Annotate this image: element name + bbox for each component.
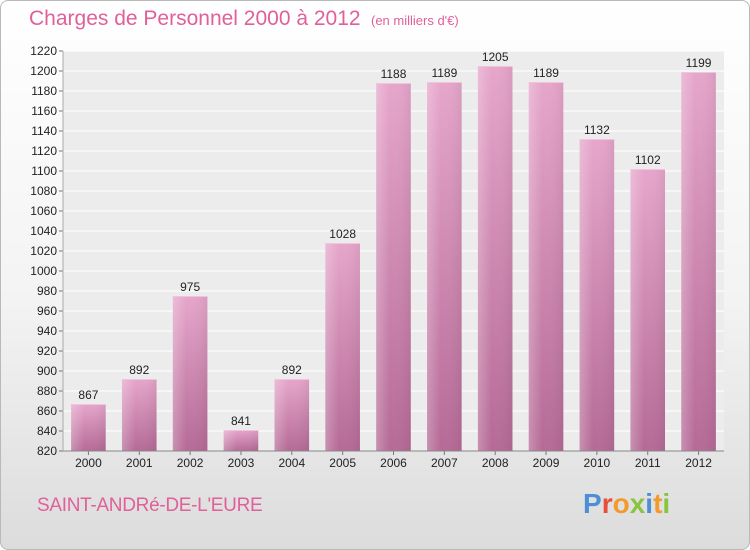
y-axis-ticks: 820 840 860 880 900 920 940 960 980 1000 1020 1040 1… (30, 44, 63, 458)
value-label-2008: 1205 (482, 50, 509, 64)
y-tick-label: 840 (37, 424, 57, 438)
y-tick-label: 880 (37, 384, 57, 398)
bar-shine-2011 (630, 169, 666, 451)
bar-shine-2005 (325, 243, 360, 451)
x-tick-label-2001: 2001 (126, 456, 153, 470)
y-tick-label: 1000 (30, 264, 57, 278)
y-tick-label: 920 (37, 344, 57, 358)
x-tick-label-2006: 2006 (380, 456, 407, 470)
y-tick-label: 1180 (31, 84, 57, 98)
y-tick-label: 820 (37, 444, 57, 458)
value-label-2007: 1189 (431, 66, 457, 80)
y-tick-label: 1160 (31, 104, 57, 118)
y-tick-label: 1060 (30, 204, 57, 218)
bar-shine-2009 (528, 82, 564, 451)
y-tick-label: 1200 (30, 64, 57, 78)
x-tick-label-2008: 2008 (482, 456, 509, 470)
y-tick-label: 980 (37, 284, 57, 298)
y-tick-label: 1120 (31, 144, 57, 158)
bar-shine-2001 (121, 379, 157, 451)
value-label-2004: 892 (282, 363, 302, 377)
y-tick-label: 940 (37, 324, 57, 338)
x-tick-label-2004: 2004 (278, 456, 305, 470)
x-tick-label-2010: 2010 (584, 456, 611, 470)
bar-shine-2012 (681, 72, 716, 451)
bar-shine-2003 (223, 430, 259, 451)
bar-shine-2004 (274, 379, 310, 451)
x-tick-label-2000: 2000 (75, 456, 102, 470)
x-tick-label-2005: 2005 (329, 456, 356, 470)
value-label-2005: 1028 (329, 227, 356, 241)
x-tick-label-2003: 2003 (228, 456, 255, 470)
bar-shine-2002 (172, 296, 208, 451)
y-tick-label: 860 (37, 404, 57, 418)
y-tick-label: 1100 (31, 164, 57, 178)
bar-shine-2000 (71, 404, 106, 451)
commune-name: SAINT-ANDRé-DE-L'EURE (37, 495, 263, 516)
value-label-2001: 892 (129, 363, 149, 377)
chart-subtitle: (en milliers d'€) (371, 13, 459, 28)
bars: 867 892 975 841 892 1028 1188 1189 1205 1189 1132 1… (71, 50, 716, 451)
y-tick-label: 1140 (31, 124, 57, 138)
value-label-2010: 1132 (584, 123, 610, 137)
value-label-2009: 1189 (533, 66, 559, 80)
value-label-2002: 975 (180, 280, 200, 294)
bar-shine-2010 (579, 139, 615, 451)
bar-shine-2007 (427, 82, 462, 451)
y-tick-label: 1080 (30, 184, 57, 198)
value-label-2011: 1102 (635, 153, 661, 167)
x-axis-ticks: 2000 2001 2002 2003 2004 2005 2006 2007 2008 2009… (75, 451, 712, 470)
x-tick-label-2011: 2011 (635, 456, 661, 470)
y-tick-label: 1020 (30, 244, 57, 258)
x-tick-label-2002: 2002 (177, 456, 204, 470)
value-label-2003: 841 (231, 414, 251, 428)
y-tick-label: 1040 (30, 224, 57, 238)
value-label-2000: 867 (78, 388, 98, 402)
x-tick-label-2007: 2007 (431, 456, 458, 470)
proxiti-logo: Proxiti (583, 488, 671, 519)
y-tick-label: 1220 (30, 44, 57, 58)
bar-shine-2006 (376, 83, 411, 451)
bar-shine-2008 (477, 66, 513, 451)
y-tick-label: 900 (37, 364, 57, 378)
x-tick-label-2012: 2012 (685, 456, 712, 470)
x-tick-label-2009: 2009 (533, 456, 560, 470)
value-label-2012: 1199 (686, 56, 712, 70)
value-label-2006: 1188 (381, 67, 407, 81)
chart-title: Charges de Personnel 2000 à 2012 (29, 7, 361, 30)
y-tick-label: 960 (37, 304, 57, 318)
